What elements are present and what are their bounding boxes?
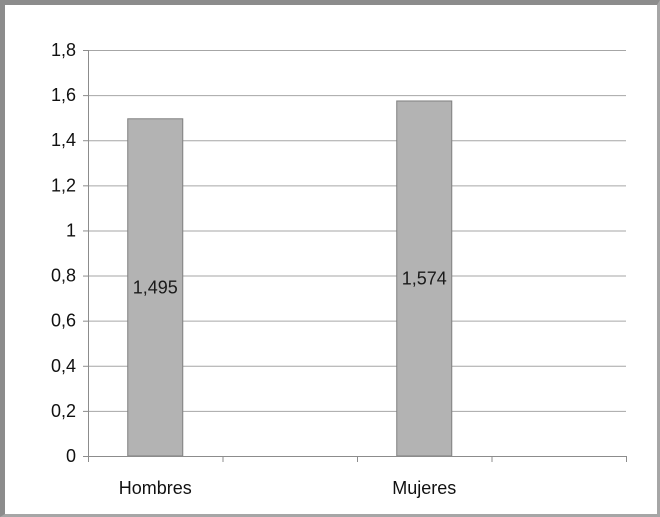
x-category-label: Hombres: [119, 478, 192, 498]
bar-chart: 0 0,2 0,4 0,6 0,8 1 1,2 1,4 1,6 1,8 1,495 Hombres 1,…: [51, 40, 627, 498]
data-label-hombres: 1,495: [133, 277, 178, 297]
y-tick-label: 1,8: [51, 40, 76, 60]
y-tick-label: 0,4: [51, 356, 76, 376]
y-tick-label: 1,2: [51, 175, 76, 195]
data-label-mujeres: 1,574: [402, 268, 447, 288]
y-tick-label: 1: [66, 220, 76, 240]
y-tick-label: 1,6: [51, 85, 76, 105]
bar-hombres: [127, 118, 184, 457]
axes: [83, 50, 627, 462]
y-tick-label: 1,4: [51, 130, 76, 150]
y-tick-label: 0: [66, 446, 76, 466]
y-tick-label: 0,6: [51, 311, 76, 331]
x-category-label: Mujeres: [392, 478, 456, 498]
y-tick-label: 0,8: [51, 266, 76, 286]
bars: [127, 100, 453, 457]
y-tick-label: 0,2: [51, 401, 76, 421]
labels: 0 0,2 0,4 0,6 0,8 1 1,2 1,4 1,6 1,8 1,495 Hombres 1,…: [51, 40, 456, 498]
